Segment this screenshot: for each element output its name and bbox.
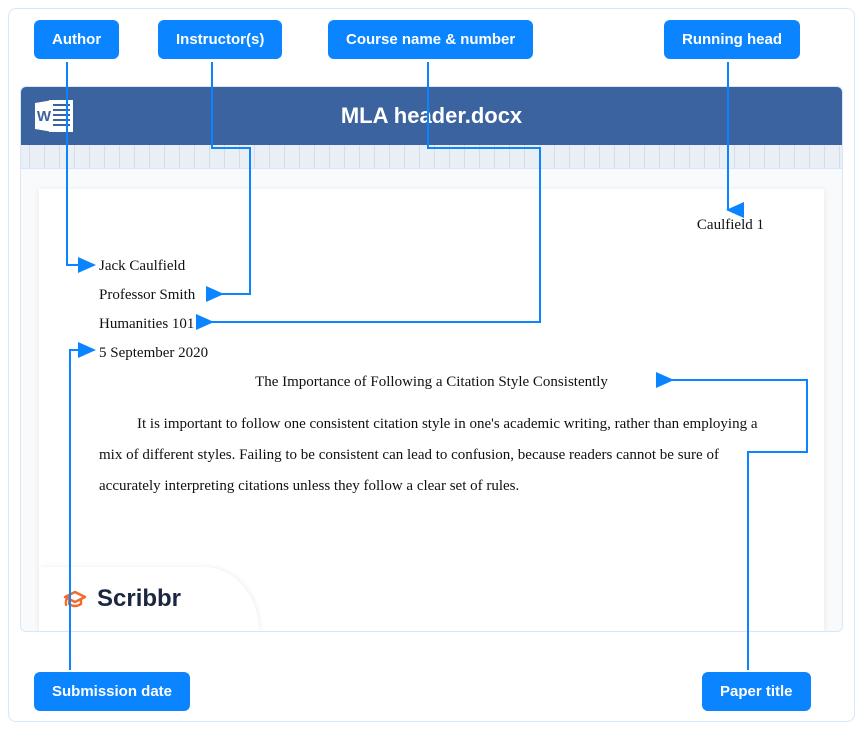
scribbr-logo-text: Scribbr [97, 585, 181, 613]
ruler [21, 145, 842, 169]
label-instructor: Instructor(s) [158, 20, 282, 59]
instructor-line: Professor Smith [99, 287, 764, 304]
word-titlebar: W MLA header.docx [21, 87, 842, 145]
essay-body: It is important to follow one consistent… [99, 409, 764, 501]
word-icon: W [35, 98, 75, 134]
date-line: 5 September 2020 [99, 345, 764, 362]
label-submission-date: Submission date [34, 672, 190, 711]
essay-title: The Importance of Following a Citation S… [99, 374, 764, 391]
scribbr-logo: Scribbr [39, 567, 259, 631]
course-line: Humanities 101 [99, 316, 764, 333]
label-course: Course name & number [328, 20, 533, 59]
label-paper-title: Paper title [702, 672, 811, 711]
label-running-head: Running head [664, 20, 800, 59]
scribbr-cap-icon [61, 585, 89, 613]
label-author: Author [34, 20, 119, 59]
word-window-title: MLA header.docx [21, 103, 842, 129]
running-head: Caulfield 1 [99, 217, 764, 234]
svg-text:W: W [37, 108, 52, 125]
author-line: Jack Caulfield [99, 258, 764, 275]
word-window: W MLA header.docx Caulfield 1 Jack Caulf… [20, 86, 843, 632]
document-page: Caulfield 1 Jack Caulfield Professor Smi… [39, 189, 824, 631]
